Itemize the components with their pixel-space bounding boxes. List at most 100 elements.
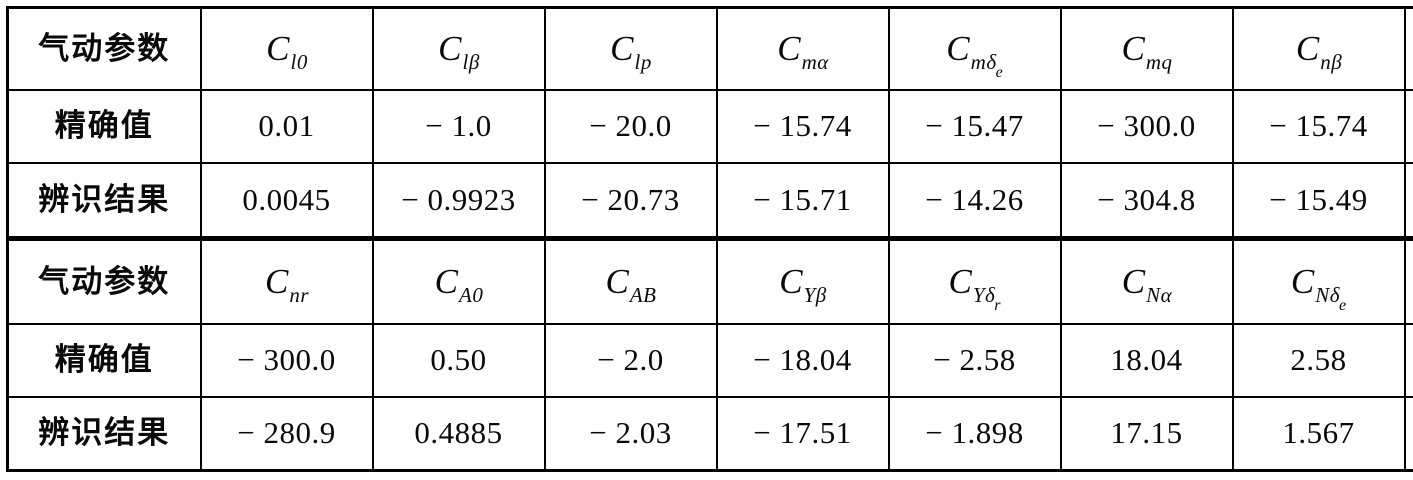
table-row: 辨识结果 0.0045 − 0.9923 − 20.73 − 15.71 − 1… <box>6 162 1413 242</box>
header-symbol-cell: Cnδr <box>1403 6 1413 92</box>
header-symbol-cell: Clβ <box>371 6 546 92</box>
symbol-subscript: mδ <box>970 49 997 74</box>
symbol-base: C <box>946 28 970 68</box>
symbol-subscript: Nα <box>1146 282 1173 307</box>
row-label-identified: 辨识结果 <box>6 162 202 242</box>
value-cell: − 20.73 <box>543 162 718 242</box>
value-cell: 0.0045 <box>199 162 374 242</box>
value-cell: − 15.74 <box>1231 89 1406 165</box>
symbol-base: C <box>266 28 290 68</box>
math-symbol: Cmα <box>777 28 828 73</box>
value-cell: − 14.26 <box>887 162 1062 242</box>
value-cell: 0.50 <box>371 322 546 398</box>
header-symbol-cell-empty <box>1403 237 1413 325</box>
header-symbol-cell: Clp <box>543 6 718 92</box>
parameter-table-container: 气动参数 Cl0 Clβ Clp Cmα Cmδe Cmq Cnβ Cnδr 精… <box>6 6 1413 472</box>
table-row: 气动参数 Cl0 Clβ Clp Cmα Cmδe Cmq Cnβ Cnδr <box>6 6 1413 92</box>
value-cell: 0.01 <box>199 89 374 165</box>
symbol-subscript: mα <box>801 49 829 74</box>
value-cell: − 0.9923 <box>371 162 546 242</box>
value-cell: − 1.898 <box>887 395 1062 472</box>
symbol-base: C <box>1295 28 1320 68</box>
table-body: 气动参数 Cl0 Clβ Clp Cmα Cmδe Cmq Cnβ Cnδr 精… <box>6 6 1413 472</box>
symbol-base: C <box>605 261 629 301</box>
math-symbol: Clp <box>610 28 651 73</box>
math-symbol: CA0 <box>434 261 483 306</box>
table-row: 精确值 0.01 − 1.0 − 20.0 − 15.74 − 15.47 − … <box>6 89 1413 165</box>
row-label-identified: 辨识结果 <box>6 395 202 472</box>
value-cell: − 15.47 <box>1403 89 1413 165</box>
value-cell: − 15.71 <box>715 162 890 242</box>
symbol-base: C <box>264 261 289 301</box>
value-cell-empty <box>1403 395 1413 472</box>
math-symbol: Cmq <box>1121 28 1172 73</box>
symbol-subscript: AB <box>629 282 657 307</box>
value-cell: 17.15 <box>1059 395 1234 472</box>
symbol-subscript: Yβ <box>803 282 827 307</box>
symbol-subscript: l0 <box>290 49 308 74</box>
value-cell: − 300.0 <box>1059 89 1234 165</box>
math-symbol: Cmδe <box>946 28 1002 81</box>
value-cell: 18.04 <box>1059 322 1234 398</box>
symbol-subscript: Yδ <box>972 282 996 307</box>
header-symbol-cell: CA0 <box>371 237 546 325</box>
symbol-base: C <box>434 261 459 301</box>
symbol-base: C <box>948 261 972 301</box>
symbol-subscript: lp <box>634 49 652 74</box>
table-row: 辨识结果 − 280.9 0.4885 − 2.03 − 17.51 − 1.8… <box>6 395 1413 472</box>
symbol-base: C <box>1121 28 1145 68</box>
math-symbol: CNα <box>1121 261 1172 306</box>
header-symbol-cell: Cnβ <box>1231 6 1406 92</box>
header-symbol-cell: CYβ <box>715 237 890 325</box>
table-row: 气动参数 Cnr CA0 CAB CYβ CYδr CNα CNδe <box>6 237 1413 325</box>
math-symbol: CYδr <box>948 261 1000 314</box>
symbol-subscript: A0 <box>459 282 484 307</box>
value-cell: 1.567 <box>1231 395 1406 472</box>
value-cell: − 300.0 <box>199 322 374 398</box>
symbol-base: C <box>610 28 634 68</box>
math-symbol: CNδe <box>1291 263 1346 314</box>
symbol-subscript: nβ <box>1320 49 1343 74</box>
symbol-base: C <box>779 261 803 301</box>
value-cell: − 15.49 <box>1231 162 1406 242</box>
value-cell-empty <box>1403 322 1413 398</box>
symbol-subscript: mq <box>1145 49 1173 74</box>
value-cell: − 2.03 <box>543 395 718 472</box>
math-symbol: Cnr <box>264 261 309 306</box>
header-symbol-cell: Cmδe <box>887 6 1062 92</box>
math-symbol: Cl0 <box>266 28 307 73</box>
header-symbol-cell: CYδr <box>887 237 1062 325</box>
row-label-exact: 精确值 <box>6 89 202 165</box>
header-symbol-cell: CNα <box>1059 237 1234 325</box>
symbol-base: C <box>1121 261 1146 301</box>
math-symbol: Cnβ <box>1295 28 1342 73</box>
value-cell: − 15.47 <box>887 89 1062 165</box>
symbol-base: C <box>438 28 462 68</box>
value-cell: − 15.74 <box>715 89 890 165</box>
math-symbol: CAB <box>605 261 656 306</box>
value-cell: − 2.58 <box>887 322 1062 398</box>
row-label-exact: 精确值 <box>6 322 202 398</box>
row-label-parameter: 气动参数 <box>6 6 202 92</box>
value-cell: − 280.9 <box>199 395 374 472</box>
value-cell: − 15.57 <box>1403 162 1413 242</box>
value-cell: − 304.8 <box>1059 162 1234 242</box>
symbol-subscript: Nδ <box>1315 282 1341 307</box>
symbol-subsubscript: e <box>995 63 1003 81</box>
row-label-parameter: 气动参数 <box>6 237 202 325</box>
value-cell: − 1.0 <box>371 89 546 165</box>
value-cell: − 2.0 <box>543 322 718 398</box>
header-symbol-cell: Cmq <box>1059 6 1234 92</box>
table-row: 精确值 − 300.0 0.50 − 2.0 − 18.04 − 2.58 18… <box>6 322 1413 398</box>
symbol-subscript: lβ <box>462 49 480 74</box>
value-cell: − 17.51 <box>715 395 890 472</box>
value-cell: 2.58 <box>1231 322 1406 398</box>
value-cell: − 20.0 <box>543 89 718 165</box>
value-cell: − 18.04 <box>715 322 890 398</box>
symbol-base: C <box>777 28 801 68</box>
header-symbol-cell: CAB <box>543 237 718 325</box>
symbol-subsubscript: e <box>1339 296 1347 314</box>
math-symbol: CYβ <box>779 261 826 306</box>
header-symbol-cell: Cnr <box>199 237 374 325</box>
math-symbol: Clβ <box>438 28 479 73</box>
